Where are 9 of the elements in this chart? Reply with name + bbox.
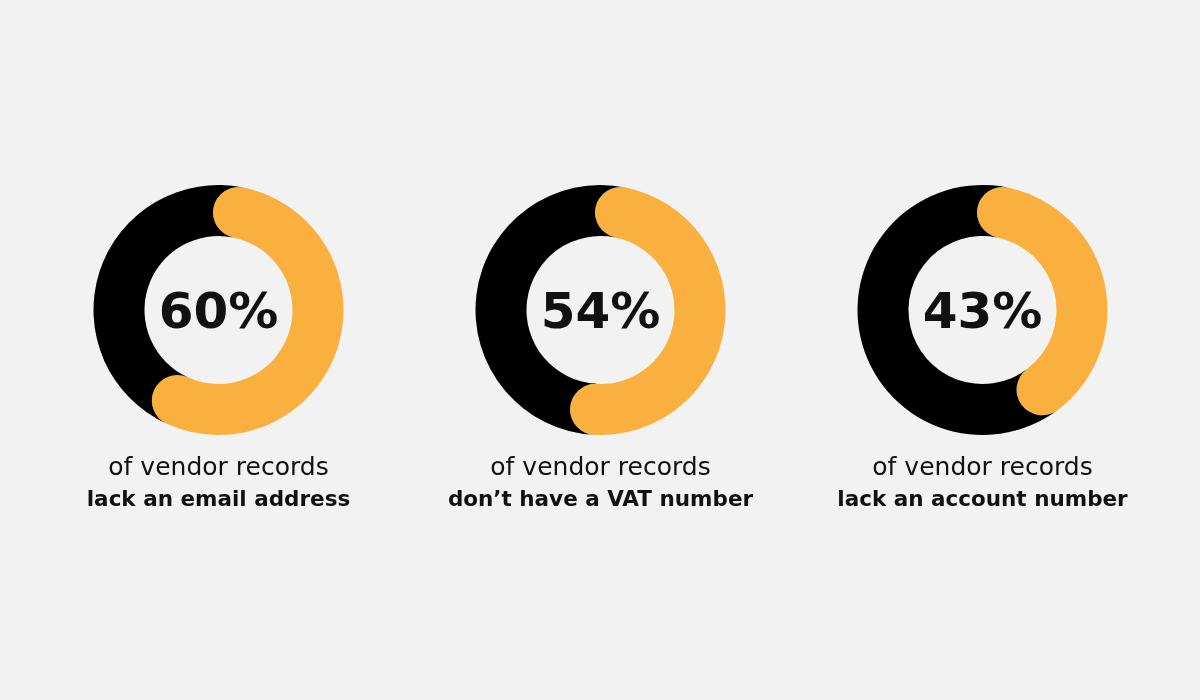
text: of vendor records <box>872 452 1093 481</box>
text: don’t have a VAT number <box>447 486 754 511</box>
text: 60% <box>158 281 279 340</box>
text: lack an email address <box>86 486 351 511</box>
text: of vendor records <box>108 452 329 481</box>
text: 43% <box>922 281 1043 340</box>
text: 54% <box>540 281 661 340</box>
text: lack an account number <box>837 486 1129 511</box>
text: of vendor records <box>490 452 711 481</box>
